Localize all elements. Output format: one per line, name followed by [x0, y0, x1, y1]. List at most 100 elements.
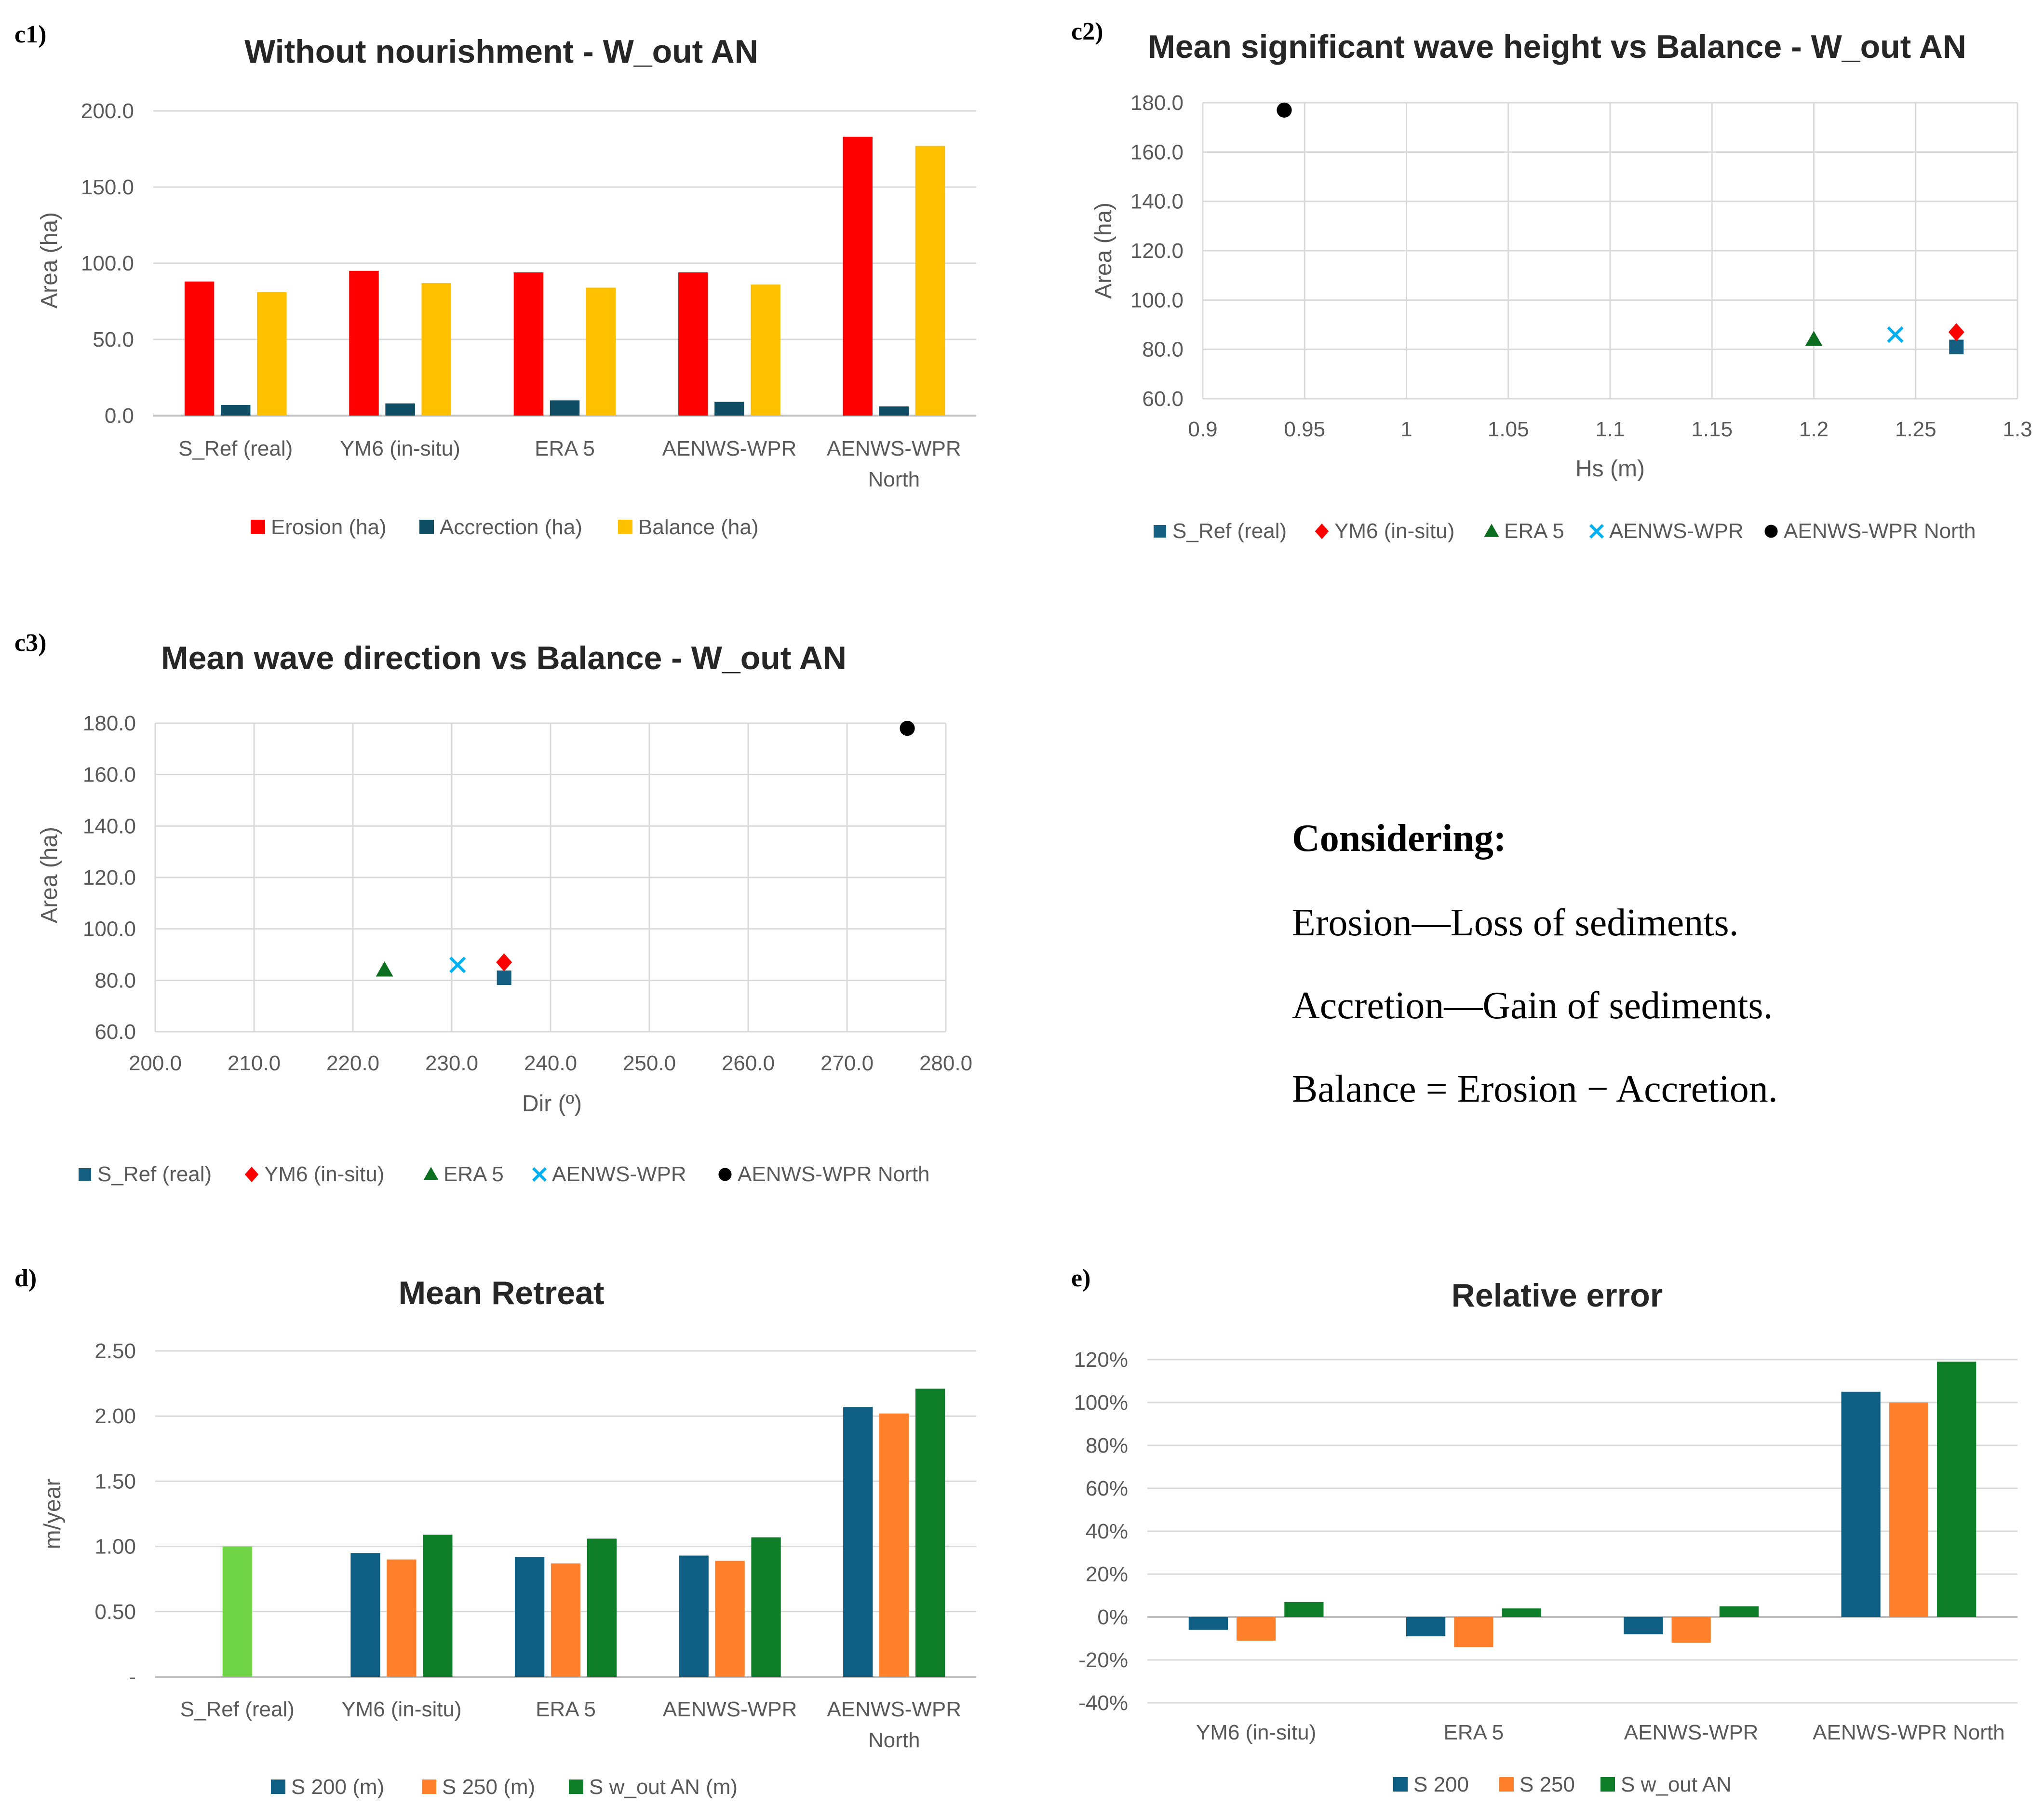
legend-label: AENWS-WPR North — [1784, 519, 1976, 543]
y-axis-label: Area (ha) — [37, 827, 62, 923]
legend-marker — [532, 1167, 547, 1182]
legend-label: Erosion (ha) — [271, 515, 387, 539]
bar-aenws-wpr-north-balance-ha — [915, 146, 945, 416]
y-axis-label: Area (ha) — [37, 212, 62, 309]
legend-marker — [1589, 524, 1604, 539]
legend-swatch — [419, 520, 434, 534]
x-tick-label: AENWS-WPR — [662, 437, 797, 460]
y-tick-label: 80.0 — [1142, 338, 1183, 362]
x-tick-label: 220.0 — [326, 1052, 379, 1075]
x-tick-label: AENWS-WPR — [1624, 1721, 1759, 1744]
y-tick-label: 2.00 — [94, 1404, 136, 1428]
legend-marker — [718, 1168, 732, 1181]
y-tick-label: -20% — [1078, 1648, 1128, 1672]
y-tick-label: 60.0 — [94, 1020, 136, 1044]
y-tick-label: 120.0 — [1130, 239, 1183, 263]
legend-label: AENWS-WPR North — [738, 1162, 929, 1186]
legend-marker — [1154, 525, 1166, 538]
y-ticks: - 0.50 1.00 1.50 2.00 2.50 — [94, 1339, 136, 1689]
point-ym6-in-situ — [496, 953, 512, 971]
legend-label: S_Ref (real) — [97, 1162, 212, 1186]
legend-label: YM6 (in-situ) — [1334, 519, 1454, 543]
panel-d: d) Mean Retreat m/year - 0.50 1.00 1.50 2.00… — [14, 1265, 976, 1799]
bar-s-ref-real-balance-ha — [257, 292, 287, 416]
y-tick-label: -40% — [1078, 1691, 1128, 1715]
y-tick-label: 120% — [1074, 1348, 1128, 1372]
point-aenws-wpr-north — [1277, 102, 1292, 118]
y-tick-label: 0.0 — [105, 404, 134, 428]
gridlines — [1147, 1359, 2017, 1704]
bar-ym6-in-situ-s-w-out-an-m — [423, 1535, 453, 1677]
point-aenws-wpr-north — [900, 721, 915, 736]
y-tick-label: 140.0 — [83, 814, 136, 838]
legend: Erosion (ha) Accrection (ha) Balance (ha) — [251, 515, 758, 539]
notes-line-accretion: Accretion—Gain of sediments. — [1292, 984, 1773, 1027]
y-ticks: 60.0 80.0 100.0 120.0 140.0 160.0 180.0 — [83, 712, 136, 1044]
notes-heading: Considering: — [1292, 817, 1506, 860]
y-tick-label: 80% — [1086, 1434, 1128, 1457]
y-ticks: 60.0 80.0 100.0 120.0 140.0 160.0 180.0 — [1130, 91, 1183, 411]
x-tick-label: ERA 5 — [536, 1698, 596, 1721]
bar-ym6-in-situ-s-250 — [1237, 1617, 1276, 1641]
legend-label: ERA 5 — [1504, 519, 1564, 543]
y-tick-label: 80.0 — [94, 969, 136, 992]
x-ticks: 200.0 210.0 220.0 230.0 240.0 250.0 260.0 270.0… — [129, 1052, 972, 1075]
x-tick-label: 1.25 — [1895, 418, 1936, 441]
y-tick-label: 40% — [1086, 1520, 1128, 1543]
x-ticks: S_Ref (real) YM6 (in-situ) ERA 5 AENWS-WPR A… — [178, 437, 961, 491]
y-tick-label: 2.50 — [94, 1339, 136, 1363]
x-tick-label: ERA 5 — [1444, 1721, 1504, 1744]
legend-label: S 250 — [1520, 1773, 1575, 1796]
legend-swatch — [422, 1780, 436, 1794]
x-tick-label: S_Ref (real) — [180, 1698, 295, 1721]
x-tick-label: 260.0 — [722, 1052, 775, 1075]
legend-swatch — [1600, 1777, 1615, 1792]
y-tick-label: 200.0 — [81, 99, 134, 123]
bar-aenws-wpr-s-200 — [1624, 1617, 1663, 1634]
x-tick-label: 1.15 — [1691, 418, 1733, 441]
point-era-5 — [1805, 331, 1823, 346]
y-tick-label: 120.0 — [83, 866, 136, 890]
bar-aenws-wpr-north-s-250 — [1889, 1402, 1928, 1617]
bar-s-ref-real-erosion-ha — [184, 281, 215, 416]
y-tick-label: 140.0 — [1130, 190, 1183, 214]
legend-label: AENWS-WPR — [1609, 519, 1744, 543]
x-tick-label: AENWS-WPR North — [827, 1698, 961, 1752]
x-tick-label: 250.0 — [623, 1052, 676, 1075]
y-tick-label: 100.0 — [81, 252, 134, 275]
y-tick-label: 0.50 — [94, 1600, 136, 1624]
bar-ym6-in-situ-s-200 — [1188, 1617, 1228, 1630]
bar-era-5-s-200 — [1406, 1617, 1446, 1637]
y-tick-label: - — [129, 1665, 136, 1689]
bar-ym6-in-situ-s-w-out-an — [1284, 1602, 1324, 1617]
legend: S_Ref (real) YM6 (in-situ) ERA 5 AENWS-WPR A… — [79, 1162, 929, 1186]
bar-era-5-s-200-m — [514, 1557, 545, 1677]
legend-label: AENWS-WPR — [552, 1162, 686, 1186]
x-ticks: S_Ref (real) YM6 (in-situ) ERA 5 AENWS-WPR A… — [180, 1698, 961, 1752]
x-tick-label: 210.0 — [228, 1052, 281, 1075]
legend-label: S w_out AN (m) — [589, 1775, 738, 1799]
legend-swatch — [618, 520, 632, 534]
bar-aenws-wpr-north-s-250-m — [879, 1413, 909, 1677]
panel-label: e) — [1071, 1265, 1090, 1292]
panel-label: c2) — [1071, 18, 1103, 45]
chart-title: Mean Retreat — [398, 1275, 604, 1311]
x-tick-label: 200.0 — [129, 1052, 182, 1075]
legend-marker — [1484, 524, 1499, 537]
legend-label: S 250 (m) — [442, 1775, 535, 1799]
legend: S_Ref (real) YM6 (in-situ) ERA 5 AENWS-WPR A… — [1154, 519, 1976, 543]
y-tick-label: 160.0 — [83, 763, 136, 787]
x-tick-label: 0.95 — [1284, 418, 1325, 441]
legend-swatch — [271, 1780, 285, 1794]
notes-block: Considering: Erosion—Loss of sediments. … — [1292, 817, 1778, 1110]
x-tick-label: 240.0 — [524, 1052, 577, 1075]
legend-swatch — [1393, 1777, 1408, 1792]
chart-title: Relative error — [1452, 1277, 1663, 1314]
x-tick-label: 270.0 — [820, 1052, 874, 1075]
chart-title: Mean wave direction vs Balance - W_out A… — [161, 640, 847, 676]
legend-label: YM6 (in-situ) — [264, 1162, 384, 1186]
y-axis-label: m/year — [40, 1479, 66, 1550]
x-tick-label: AENWS-WPR — [663, 1698, 797, 1721]
bar-ym6-in-situ-s-200-m — [350, 1553, 380, 1677]
bar-aenws-wpr-north-s-w-out-an — [1937, 1362, 1977, 1617]
